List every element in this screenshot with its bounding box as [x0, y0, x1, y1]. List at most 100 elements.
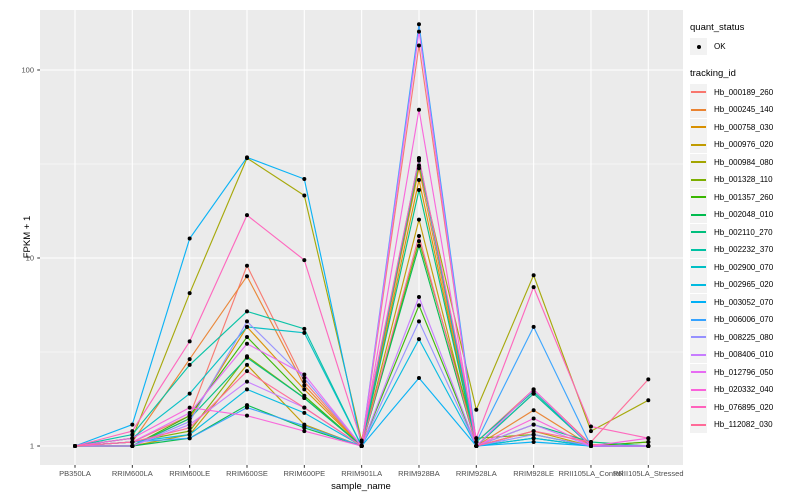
- data-point-Hb_076895_020: [187, 339, 192, 344]
- y-axis-title: FPKM + 1: [21, 215, 33, 259]
- x-tick-label: RRIM928BA: [398, 469, 440, 478]
- data-point-Hb_000245_140: [244, 274, 249, 279]
- series-color-line-icon: [691, 301, 706, 304]
- legend-item-label: Hb_000189_260: [714, 87, 774, 97]
- data-point-Hb_000976_020: [416, 217, 421, 222]
- data-point-Hb_000245_140: [187, 357, 192, 362]
- legend-key-line: [690, 223, 707, 241]
- data-point-Hb_012796_050: [302, 372, 307, 377]
- data-point-Hb_112082_030: [416, 233, 421, 238]
- x-tick-label: RRIM928LA: [456, 469, 497, 478]
- data-point-Hb_008406_010: [416, 295, 421, 300]
- legend-key-line: [690, 118, 707, 136]
- data-point-Hb_002048_010: [416, 243, 421, 248]
- legend-item-Hb_006006_070: Hb_006006_070: [690, 311, 800, 329]
- legend-item-Hb_020332_040: Hb_020332_040: [690, 381, 800, 399]
- series-color-line-icon: [691, 353, 706, 356]
- data-point-Hb_000984_080: [474, 407, 479, 412]
- data-point-Hb_008225_080: [244, 319, 249, 324]
- data-point-Hb_002232_370: [187, 362, 192, 367]
- data-point-Hb_006006_070: [474, 440, 479, 445]
- data-point-Hb_008406_010: [130, 444, 135, 448]
- data-point-Hb_112082_030: [187, 425, 192, 430]
- legend-key-line: [690, 153, 707, 171]
- series-color-line-icon: [691, 248, 706, 251]
- data-point-Hb_020332_040: [588, 444, 593, 448]
- data-point-Hb_008406_010: [531, 422, 536, 427]
- x-tick-label: RRIM928LE: [513, 469, 554, 478]
- legend-section-tracking-id: tracking_id Hb_000189_260 Hb_000245_140 Hb…: [690, 68, 800, 434]
- series-color-line-icon: [691, 196, 706, 199]
- data-point-Hb_002232_370: [244, 309, 249, 314]
- data-point-Hb_076895_020: [302, 258, 307, 263]
- data-point-Hb_112082_030: [474, 444, 479, 448]
- data-point-Hb_020332_040: [531, 416, 536, 421]
- x-tick-label: RRIM600SE: [226, 469, 268, 478]
- series-color-line-icon: [691, 318, 706, 321]
- x-tick-label: RRII105LA_Control: [558, 469, 623, 478]
- data-point-Hb_000984_080: [588, 429, 593, 434]
- legend-item-Hb_012796_050: Hb_012796_050: [690, 363, 800, 382]
- data-point-Hb_012796_050: [646, 444, 651, 448]
- legend-item-Hb_000758_030: Hb_000758_030: [690, 118, 800, 137]
- data-point-Hb_000245_140: [531, 408, 536, 413]
- series-color-line-icon: [691, 126, 706, 129]
- legend-item-Hb_002110_270: Hb_002110_270: [690, 223, 800, 242]
- data-point-Hb_000984_080: [187, 291, 192, 296]
- data-point-Hb_000984_080: [646, 398, 651, 403]
- data-point-Hb_002232_370: [302, 326, 307, 331]
- legend-section-quant-status: quant_status OK: [690, 22, 800, 56]
- y-tick-label: 100: [21, 66, 34, 75]
- x-tick-label: RRIM901LA: [341, 469, 382, 478]
- data-point-Hb_112082_030: [130, 440, 135, 445]
- data-point-Hb_020332_040: [187, 405, 192, 410]
- series-color-line-icon: [691, 231, 706, 234]
- legend-title-quant-status: quant_status: [690, 22, 745, 33]
- data-point-Hb_008406_010: [187, 422, 192, 427]
- data-point-Hb_003052_070: [244, 155, 249, 160]
- legend-key-line: [690, 206, 707, 224]
- data-point-Hb_002110_270: [187, 416, 192, 421]
- legend-item-label: Hb_000984_080: [714, 157, 774, 167]
- data-point-Hb_000984_080: [416, 163, 421, 168]
- data-point-Hb_001328_110: [187, 429, 192, 434]
- legend-item-label: Hb_001357_260: [714, 192, 774, 202]
- legend-key-line: [690, 311, 707, 329]
- data-point-Hb_006006_070: [302, 423, 307, 428]
- legend-item-Hb_002900_070: Hb_002900_070: [690, 258, 800, 277]
- series-color-line-icon: [691, 283, 706, 286]
- series-color-line-icon: [691, 423, 706, 426]
- legend-item-label: Hb_076895_020: [714, 402, 774, 412]
- legend-key-line: [690, 101, 707, 119]
- legend-item-Hb_001328_110: Hb_001328_110: [690, 171, 800, 189]
- data-point-Hb_002965_020: [416, 337, 421, 342]
- legend-key-line: [690, 241, 707, 259]
- data-point-Hb_001357_260: [187, 413, 192, 418]
- data-point-Hb_112082_030: [646, 377, 651, 382]
- legend-item-quant-status: OK: [690, 38, 800, 56]
- data-point-Hb_008406_010: [244, 379, 249, 384]
- data-point-Hb_003052_070: [130, 422, 135, 427]
- legend-item-Hb_000984_080: Hb_000984_080: [690, 153, 800, 172]
- data-point-Hb_002900_070: [187, 391, 192, 396]
- data-point-Hb_076895_020: [474, 436, 479, 441]
- series-color-line-icon: [691, 336, 706, 339]
- series-color-line-icon: [691, 371, 706, 374]
- legend-item-label: Hb_003052_070: [714, 297, 774, 307]
- data-point-Hb_006006_070: [187, 436, 192, 441]
- legend-key-point: [690, 38, 707, 56]
- legend-key-line: [690, 416, 707, 434]
- legend-item-label: Hb_001328_110: [714, 175, 773, 185]
- series-color-line-icon: [691, 406, 706, 409]
- legend-item-Hb_008225_080: Hb_008225_080: [690, 328, 800, 347]
- y-tick-label: 1: [30, 442, 34, 451]
- legend-item-label: OK: [714, 42, 726, 52]
- data-point-Hb_002965_020: [187, 432, 192, 437]
- x-tick-label: PB350LA: [59, 469, 91, 478]
- data-point-Hb_020332_040: [416, 107, 421, 112]
- data-point-Hb_002110_270: [302, 396, 307, 401]
- data-point-Hb_001357_260: [244, 335, 249, 340]
- data-point-Hb_012796_050: [416, 29, 421, 34]
- series-color-line-icon: [691, 108, 706, 111]
